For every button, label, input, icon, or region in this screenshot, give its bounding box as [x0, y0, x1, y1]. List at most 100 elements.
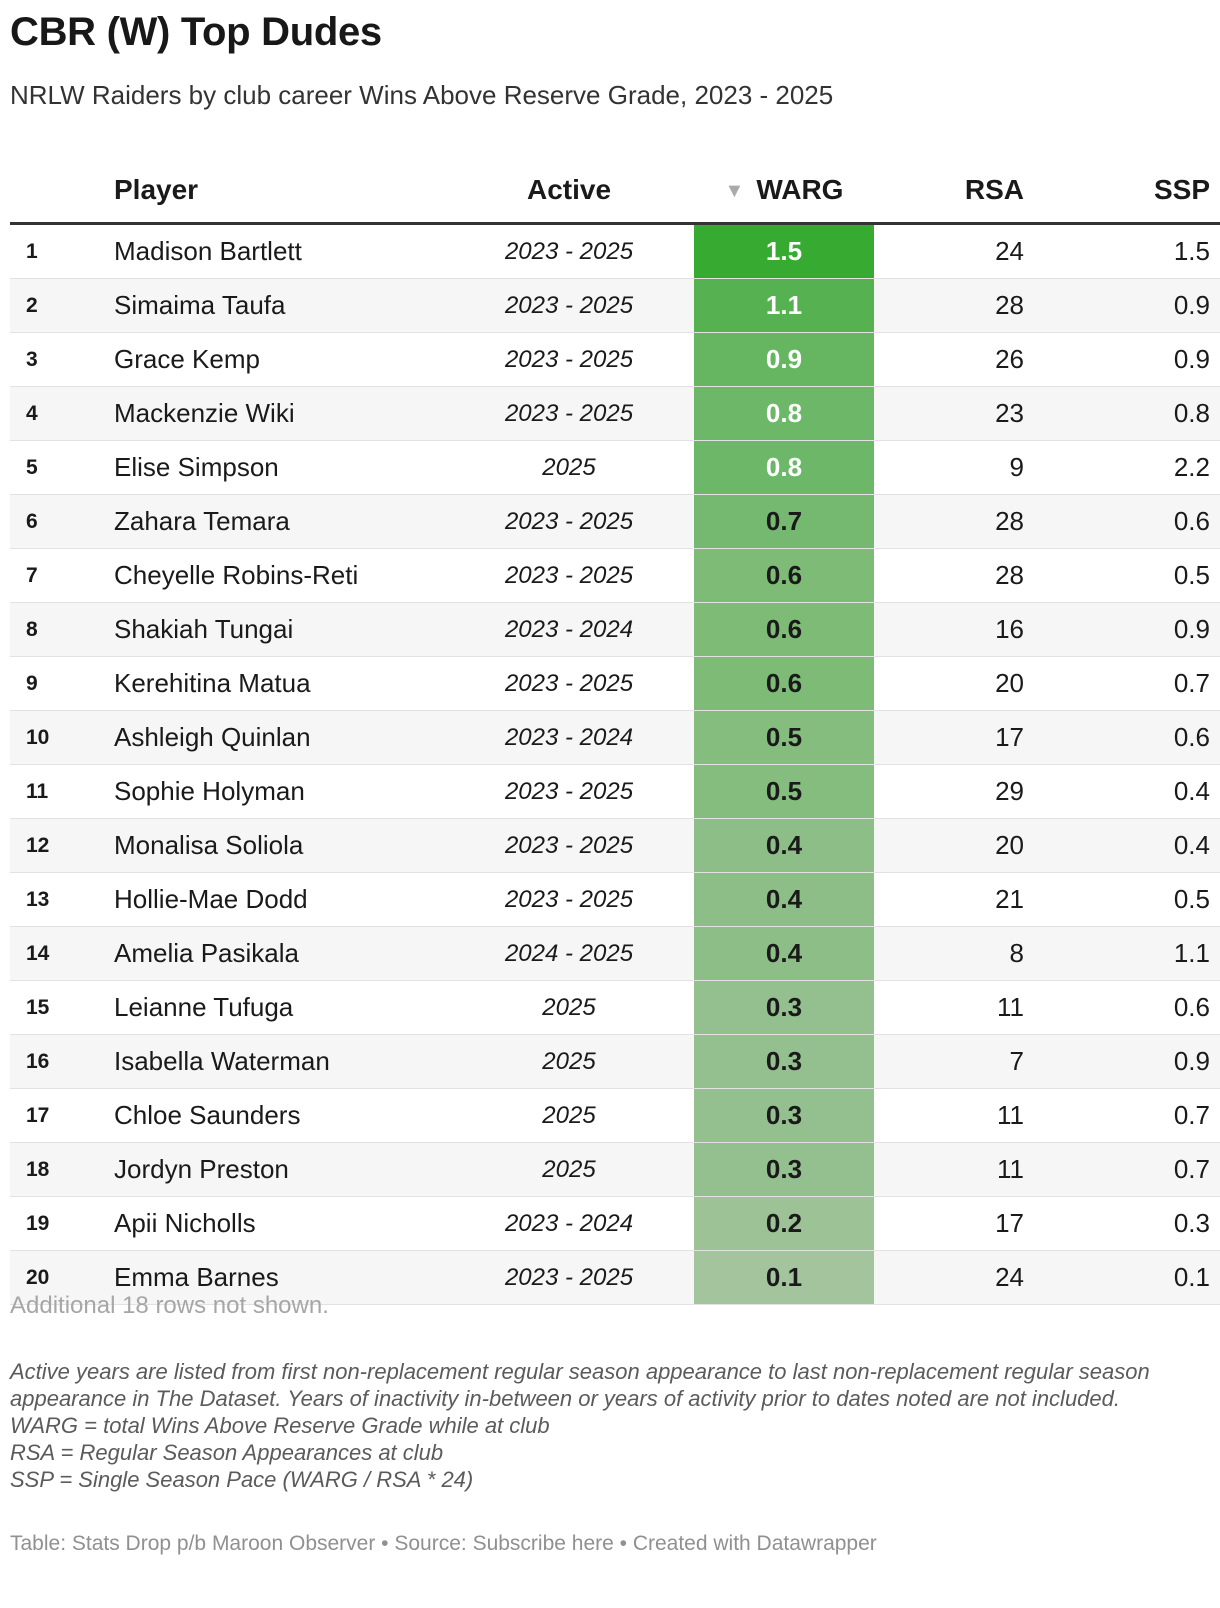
table-row: 13 Hollie-Mae Dodd 2023 - 2025 0.4 21 0.5 [10, 872, 1220, 927]
ssp-value: 0.4 [1024, 764, 1220, 819]
table-header-row: Player Active ▼ WARG RSA SSP [10, 158, 1220, 225]
ssp-value: 1.5 [1024, 223, 1220, 279]
row-rank: 17 [10, 1088, 114, 1143]
warg-cell: 0.7 [694, 494, 874, 549]
player-name: Shakiah Tungai [114, 602, 444, 657]
warg-cell: 0.8 [694, 440, 874, 495]
header-player[interactable]: Player [114, 158, 444, 225]
row-rank: 7 [10, 548, 114, 603]
ssp-value: 0.4 [1024, 818, 1220, 873]
warg-cell: 0.5 [694, 710, 874, 765]
active-years: 2025 [444, 440, 694, 495]
header-rsa[interactable]: RSA [874, 158, 1024, 225]
chart-title: CBR (W) Top Dudes [10, 10, 382, 54]
player-name: Hollie-Mae Dodd [114, 872, 444, 927]
warg-cell: 1.5 [694, 223, 874, 279]
active-years: 2023 - 2025 [444, 332, 694, 387]
active-years: 2025 [444, 980, 694, 1035]
rsa-value: 11 [874, 980, 1024, 1035]
warg-cell: 1.1 [694, 278, 874, 333]
active-years: 2025 [444, 1034, 694, 1089]
row-rank: 5 [10, 440, 114, 495]
rsa-value: 26 [874, 332, 1024, 387]
ssp-value: 0.5 [1024, 548, 1220, 603]
rsa-value: 17 [874, 1196, 1024, 1251]
player-name: Isabella Waterman [114, 1034, 444, 1089]
table-row: 16 Isabella Waterman 2025 0.3 7 0.9 [10, 1034, 1220, 1089]
player-name: Cheyelle Robins-Reti [114, 548, 444, 603]
player-name: Jordyn Preston [114, 1142, 444, 1197]
more-rows-note: Additional 18 rows not shown. [10, 1292, 329, 1319]
note-line: RSA = Regular Season Appearances at club [10, 1440, 444, 1465]
ssp-value: 0.7 [1024, 1088, 1220, 1143]
ssp-value: 1.1 [1024, 926, 1220, 981]
row-rank: 15 [10, 980, 114, 1035]
header-ssp[interactable]: SSP [1024, 158, 1220, 225]
table-row: 6 Zahara Temara 2023 - 2025 0.7 28 0.6 [10, 494, 1220, 549]
player-name: Chloe Saunders [114, 1088, 444, 1143]
stats-table: Player Active ▼ WARG RSA SSP 1 Madison Bar… [10, 158, 1220, 1305]
player-name: Amelia Pasikala [114, 926, 444, 981]
player-name: Madison Bartlett [114, 223, 444, 279]
rsa-value: 7 [874, 1034, 1024, 1089]
row-rank: 4 [10, 386, 114, 441]
rsa-value: 24 [874, 223, 1024, 279]
player-name: Sophie Holyman [114, 764, 444, 819]
ssp-value: 2.2 [1024, 440, 1220, 495]
warg-cell: 0.8 [694, 386, 874, 441]
header-active[interactable]: Active [444, 158, 694, 225]
player-name: Mackenzie Wiki [114, 386, 444, 441]
row-rank: 1 [10, 223, 114, 279]
player-name: Elise Simpson [114, 440, 444, 495]
table-row: 4 Mackenzie Wiki 2023 - 2025 0.8 23 0.8 [10, 386, 1220, 441]
warg-cell: 0.9 [694, 332, 874, 387]
table-row: 3 Grace Kemp 2023 - 2025 0.9 26 0.9 [10, 332, 1220, 387]
rsa-value: 28 [874, 278, 1024, 333]
rsa-value: 16 [874, 602, 1024, 657]
rsa-value: 21 [874, 872, 1024, 927]
active-years: 2025 [444, 1088, 694, 1143]
player-name: Apii Nicholls [114, 1196, 444, 1251]
warg-cell: 0.5 [694, 764, 874, 819]
row-rank: 20 [10, 1250, 114, 1305]
header-rank [10, 158, 114, 225]
active-years: 2023 - 2025 [444, 818, 694, 873]
warg-cell: 0.1 [694, 1250, 874, 1305]
rsa-value: 20 [874, 818, 1024, 873]
header-warg-label: WARG [756, 174, 844, 205]
header-warg[interactable]: ▼ WARG [694, 158, 874, 225]
row-rank: 14 [10, 926, 114, 981]
ssp-value: 0.6 [1024, 980, 1220, 1035]
warg-cell: 0.3 [694, 1142, 874, 1197]
row-rank: 19 [10, 1196, 114, 1251]
sort-descending-icon: ▼ [724, 180, 745, 202]
row-rank: 6 [10, 494, 114, 549]
table-row: 17 Chloe Saunders 2025 0.3 11 0.7 [10, 1088, 1220, 1143]
note-line: SSP = Single Season Pace (WARG / RSA * 2… [10, 1467, 474, 1492]
ssp-value: 0.1 [1024, 1250, 1220, 1305]
active-years: 2023 - 2025 [444, 278, 694, 333]
table-row: 14 Amelia Pasikala 2024 - 2025 0.4 8 1.1 [10, 926, 1220, 981]
active-years: 2023 - 2025 [444, 494, 694, 549]
ssp-value: 0.3 [1024, 1196, 1220, 1251]
active-years: 2024 - 2025 [444, 926, 694, 981]
rsa-value: 23 [874, 386, 1024, 441]
active-years: 2023 - 2024 [444, 602, 694, 657]
player-name: Simaima Taufa [114, 278, 444, 333]
row-rank: 18 [10, 1142, 114, 1197]
row-rank: 2 [10, 278, 114, 333]
row-rank: 3 [10, 332, 114, 387]
active-years: 2023 - 2025 [444, 548, 694, 603]
note-line: WARG = total Wins Above Reserve Grade wh… [10, 1413, 550, 1438]
player-name: Emma Barnes [114, 1250, 444, 1305]
active-years: 2023 - 2025 [444, 764, 694, 819]
table-row: 10 Ashleigh Quinlan 2023 - 2024 0.5 17 0.6 [10, 710, 1220, 765]
table-row: 8 Shakiah Tungai 2023 - 2024 0.6 16 0.9 [10, 602, 1220, 657]
table-row: 2 Simaima Taufa 2023 - 2025 1.1 28 0.9 [10, 278, 1220, 333]
table-row: 7 Cheyelle Robins-Reti 2023 - 2025 0.6 28 0.5 [10, 548, 1220, 603]
active-years: 2023 - 2025 [444, 223, 694, 279]
notes: Active years are listed from first non-r… [10, 1358, 1200, 1493]
rsa-value: 11 [874, 1142, 1024, 1197]
warg-cell: 0.6 [694, 548, 874, 603]
player-name: Grace Kemp [114, 332, 444, 387]
